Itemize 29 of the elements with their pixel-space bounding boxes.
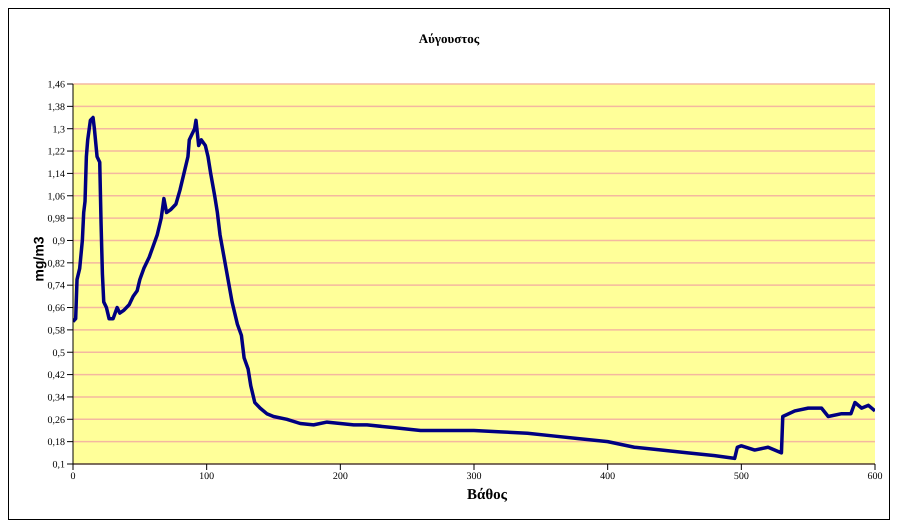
y-tick-label: 1,14 (48, 168, 65, 180)
x-tick-label: 0 (70, 471, 76, 482)
x-tick-label: 500 (734, 471, 749, 482)
y-tick-label: 1,22 (48, 146, 65, 158)
x-axis-title: Βάθος (466, 487, 508, 504)
line-series (73, 116, 875, 460)
y-tick-label: 0,18 (48, 437, 65, 448)
y-tick-label: 1,3 (52, 124, 65, 136)
y-tick-label: 0,66 (48, 303, 65, 314)
y-tick-label: 1,38 (48, 102, 65, 113)
x-tick-label: 100 (199, 471, 214, 482)
y-tick-label: 0,9 (52, 236, 65, 248)
x-tick-label: 300 (466, 471, 482, 482)
y-tick-label: 1,06 (48, 191, 65, 202)
y-tick-label: 0,1 (52, 460, 65, 471)
y-tick-label: 0,74 (48, 280, 65, 292)
y-tick-label: 0,5 (52, 348, 65, 359)
y-tick-label: 0,58 (48, 325, 65, 336)
y-tick-label: 0,82 (48, 258, 65, 270)
y-tick-label: 0,98 (48, 214, 65, 225)
x-tick-label: 400 (600, 471, 616, 482)
x-tick-label: 200 (332, 471, 348, 482)
chart-title: Αύγουστος (418, 31, 480, 47)
y-tick-label: 0,26 (48, 414, 65, 426)
y-tick-label: 1,46 (48, 80, 65, 91)
y-axis-title: mg/m3 (31, 236, 47, 282)
y-tick-label: 0,42 (48, 370, 65, 382)
y-tick-label: 0,34 (48, 392, 65, 404)
x-tick-label: 600 (868, 471, 882, 482)
